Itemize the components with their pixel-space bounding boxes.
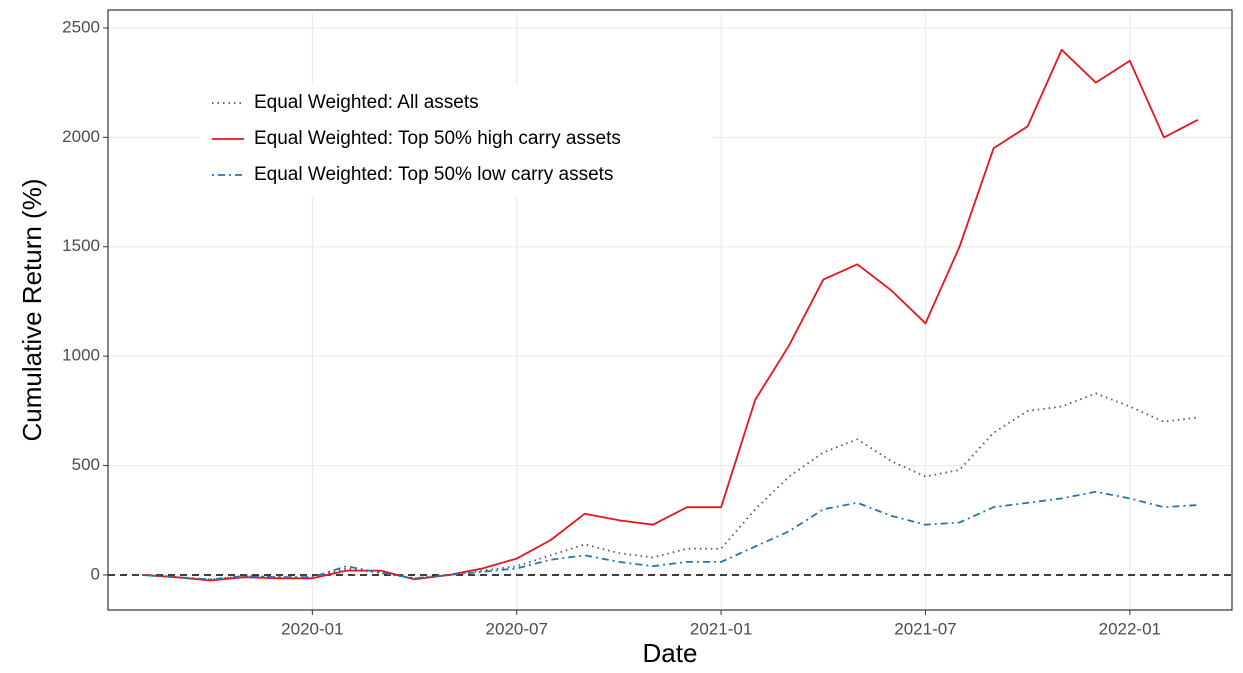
- y-tick-label: 2000: [62, 127, 100, 146]
- y-tick-label: 500: [72, 455, 100, 474]
- y-tick-label: 2500: [62, 17, 100, 36]
- series-line: [142, 490, 1198, 581]
- legend-background: [200, 85, 712, 197]
- series-line: [142, 48, 1199, 582]
- x-tick-label: 2022-01: [1099, 619, 1161, 638]
- y-tick-label: 0: [91, 564, 100, 583]
- y-tick-label: 1500: [62, 236, 100, 255]
- legend-label: Equal Weighted: Top 50% low carry assets: [254, 164, 613, 185]
- legend-label: Equal Weighted: All assets: [254, 92, 479, 113]
- x-tick-label: 2020-01: [281, 619, 343, 638]
- plot-border: [107, 9, 1233, 611]
- legend-label: Equal Weighted: Top 50% high carry asset…: [254, 128, 621, 149]
- x-axis-title: Date: [643, 638, 698, 668]
- x-tick-label: 2021-01: [690, 619, 752, 638]
- y-axis-title: Cumulative Return (%): [17, 179, 47, 442]
- y-tick-label: 1000: [62, 346, 100, 365]
- x-tick-label: 2021-07: [894, 619, 956, 638]
- x-tick-label: 2020-07: [486, 619, 548, 638]
- legend: Equal Weighted: All assets Equal Weighted…: [200, 85, 712, 197]
